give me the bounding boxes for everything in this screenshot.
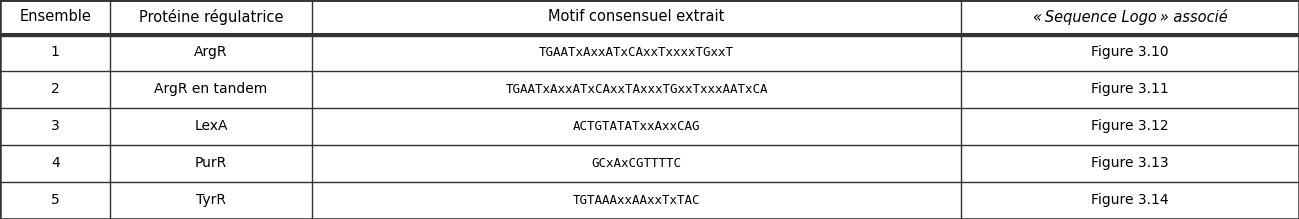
- Text: Figure 3.14: Figure 3.14: [1091, 193, 1169, 207]
- Text: ACTGTATATxxAxxCAG: ACTGTATATxxAxxCAG: [573, 120, 700, 133]
- Text: PurR: PurR: [195, 156, 227, 170]
- Text: Figure 3.10: Figure 3.10: [1091, 45, 1169, 59]
- Text: Figure 3.13: Figure 3.13: [1091, 156, 1169, 170]
- Text: 4: 4: [51, 156, 60, 170]
- Text: 3: 3: [51, 119, 60, 133]
- Text: TGAATxAxxATxCAxxTxxxxTGxxT: TGAATxAxxATxCAxxTxxxxTGxxT: [539, 46, 734, 59]
- Text: TyrR: TyrR: [196, 193, 226, 207]
- Text: Ensemble: Ensemble: [19, 9, 91, 24]
- Text: TGTAAAxxAAxxTxTAC: TGTAAAxxAAxxTxTAC: [573, 194, 700, 207]
- Text: « Sequence Logo » associé: « Sequence Logo » associé: [1033, 9, 1228, 25]
- Text: 5: 5: [51, 193, 60, 207]
- Text: Figure 3.11: Figure 3.11: [1091, 82, 1169, 96]
- Text: Motif consensuel extrait: Motif consensuel extrait: [548, 9, 725, 24]
- Text: ArgR: ArgR: [195, 45, 227, 59]
- Text: 2: 2: [51, 82, 60, 96]
- Text: 1: 1: [51, 45, 60, 59]
- Text: LexA: LexA: [195, 119, 227, 133]
- Text: TGAATxAxxATxCAxxTAxxxTGxxTxxxAATxCA: TGAATxAxxATxCAxxTAxxxTGxxTxxxAATxCA: [505, 83, 768, 96]
- Text: Figure 3.12: Figure 3.12: [1091, 119, 1169, 133]
- Text: GCxAxCGTTTTC: GCxAxCGTTTTC: [591, 157, 682, 170]
- Text: Protéine régulatrice: Protéine régulatrice: [139, 9, 283, 25]
- Text: ArgR en tandem: ArgR en tandem: [155, 82, 268, 96]
